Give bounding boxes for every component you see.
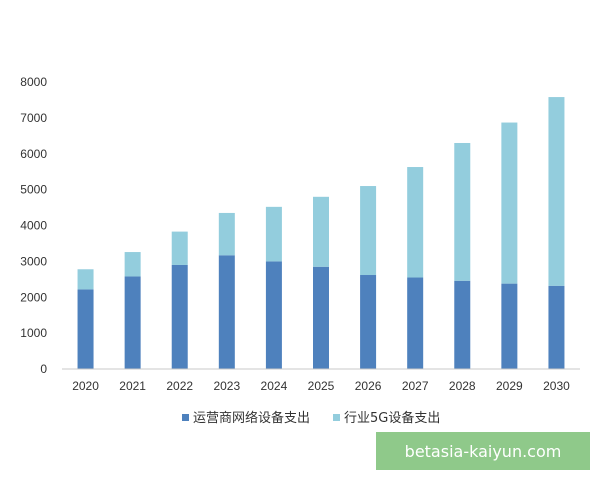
- bar-industry-2020: [77, 269, 94, 290]
- bar-operator-2024: [265, 261, 282, 369]
- x-tick-label: 2026: [355, 379, 382, 393]
- x-tick-label: 2023: [213, 379, 240, 393]
- bar-operator-2030: [548, 285, 565, 369]
- x-tick-label: 2030: [543, 379, 570, 393]
- y-tick-label: 1000: [20, 326, 47, 340]
- bar-industry-2029: [501, 122, 518, 284]
- legend-swatch: [182, 414, 189, 421]
- bar-industry-2021: [124, 252, 141, 277]
- bar-operator-2021: [124, 276, 141, 369]
- x-tick-label: 2024: [261, 379, 288, 393]
- x-tick-label: 2027: [402, 379, 429, 393]
- bar-operator-2023: [218, 255, 235, 369]
- bar-industry-2030: [548, 97, 565, 286]
- y-tick-label: 2000: [20, 290, 47, 304]
- y-tick-label: 0: [40, 362, 47, 376]
- bar-operator-2028: [454, 280, 471, 369]
- y-tick-label: 6000: [20, 147, 47, 161]
- bar-operator-2025: [313, 266, 329, 369]
- bar-operator-2022: [171, 264, 188, 369]
- y-tick-label: 4000: [20, 219, 47, 233]
- bar-operator-2020: [77, 289, 94, 369]
- bar-industry-2028: [454, 142, 471, 281]
- x-tick-label: 2025: [308, 379, 335, 393]
- y-tick-label: 3000: [20, 254, 47, 268]
- x-tick-label: 2020: [72, 379, 99, 393]
- bar-industry-2025: [313, 196, 329, 267]
- x-tick-label: 2029: [496, 379, 523, 393]
- bar-industry-2022: [171, 231, 188, 265]
- legend-swatch: [333, 414, 340, 421]
- bar-operator-2027: [407, 277, 424, 369]
- bar-industry-2023: [218, 212, 235, 256]
- bar-industry-2026: [360, 186, 377, 276]
- y-tick-label: 8000: [20, 75, 47, 89]
- y-tick-label: 7000: [20, 111, 47, 125]
- y-tick-label: 5000: [20, 183, 47, 197]
- legend: 运营商网络设备支出 行业5G设备支出: [182, 410, 440, 426]
- bar-industry-2027: [407, 167, 424, 278]
- legend-label: 运营商网络设备支出: [193, 410, 310, 426]
- x-tick-label: 2028: [449, 379, 476, 393]
- watermark-badge[interactable]: betasia-kaiyun.com: [376, 432, 590, 470]
- x-tick-label: 2021: [119, 379, 146, 393]
- legend-label: 行业5G设备支出: [344, 410, 440, 426]
- bar-operator-2029: [501, 283, 518, 369]
- x-tick-label: 2022: [166, 379, 193, 393]
- bar-industry-2024: [265, 206, 282, 262]
- bar-operator-2026: [360, 275, 377, 369]
